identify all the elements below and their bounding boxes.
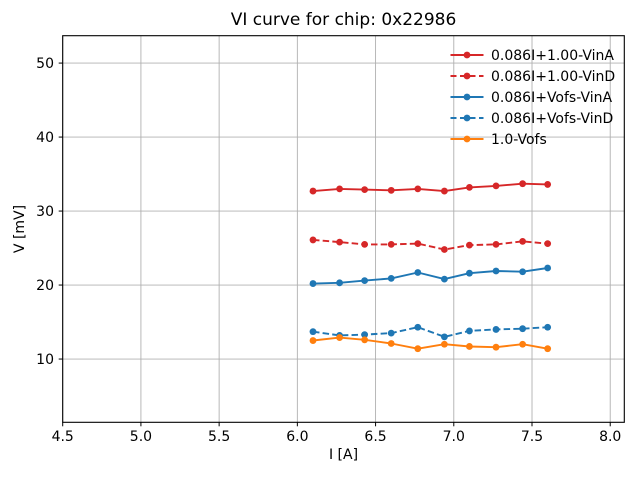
legend-entry: 0.086I+1.00-VinD [450, 69, 615, 85]
x-tick-label: 4.5 [52, 429, 74, 445]
data-point-marker [441, 333, 448, 341]
data-point-marker [519, 325, 527, 333]
y-tick-label: 20 [36, 278, 54, 294]
legend-sample-marker [463, 72, 471, 80]
data-point-marker [466, 269, 473, 277]
data-point-marker [387, 240, 395, 248]
y-tick-label: 30 [36, 204, 54, 220]
plot-border [62, 35, 625, 423]
data-point-marker [519, 268, 527, 276]
x-tick-label: 5.0 [130, 429, 152, 445]
series-line-0.086I+1.00-VinA [312, 182, 548, 193]
x-tick-label: 7.5 [521, 429, 543, 445]
data-point-marker [466, 327, 473, 335]
data-point-marker [309, 328, 317, 336]
x-axis-label: I [A] [329, 447, 358, 463]
data-point-marker [492, 326, 500, 333]
data-point-marker [544, 345, 552, 353]
legend-sample-marker [463, 114, 471, 122]
data-point-marker [466, 241, 473, 249]
data-point-marker [336, 238, 343, 246]
data-point-marker [414, 323, 422, 331]
x-tick-label: 5.5 [208, 429, 230, 445]
data-point-marker [544, 181, 552, 188]
data-point-marker [309, 236, 317, 244]
legend-entry: 1.0-Vofs [450, 132, 547, 148]
grid-lines [62, 35, 625, 423]
data-point-marker [519, 237, 527, 245]
legend-label: 0.086I+Vofs-VinD [491, 111, 613, 127]
legend-label: 0.086I+1.00-VinA [491, 48, 614, 64]
data-point-marker [336, 185, 343, 193]
data-point-marker [414, 345, 422, 353]
data-point-marker [492, 240, 500, 248]
data-point-marker [492, 182, 500, 190]
data-point-marker [441, 275, 448, 283]
data-point-marker [309, 337, 317, 344]
y-tick-label: 40 [36, 130, 54, 146]
data-point-marker [544, 240, 552, 248]
series-line-0.086I+Vofs-VinD [312, 326, 548, 338]
legend-entry: 0.086I+1.00-VinA [450, 48, 614, 64]
data-point-marker [361, 277, 369, 285]
x-tick-label: 8.0 [599, 429, 621, 445]
axes-spines-ticks: 4.5 5.0 5.5 6.0 6.5 7.0 7.5 8.0 10 20 30 40 50 [36, 35, 625, 445]
data-point-marker [519, 340, 527, 348]
data-point-marker [441, 187, 448, 195]
data-point-marker [336, 279, 343, 287]
series-line-0.086I+Vofs-VinA [312, 267, 548, 285]
y-tick-label: 10 [36, 352, 54, 368]
data-point-marker [519, 180, 527, 188]
data-point-marker [466, 183, 473, 191]
data-point-marker [414, 269, 422, 276]
legend-entry: 0.086I+Vofs-VinD [450, 111, 613, 127]
x-tick-label: 7.0 [443, 429, 465, 445]
chart-title: VI curve for chip: 0x22986 [231, 10, 457, 30]
data-point-marker [414, 240, 422, 248]
y-tick-label: 50 [36, 56, 54, 72]
legend: 0.086I+1.00-VinA 0.086I+1.00-VinD 0.086I+V… [450, 48, 615, 148]
data-point-marker [336, 334, 343, 341]
data-point-marker [361, 240, 369, 248]
x-tick-label: 6.0 [286, 429, 308, 445]
legend-label: 0.086I+1.00-VinD [491, 69, 615, 85]
data-point-marker [492, 267, 500, 275]
legend-sample-marker [463, 51, 471, 59]
series-line-1.0-Vofs [312, 336, 548, 350]
data-point-marker [441, 340, 448, 348]
legend-label: 1.0-Vofs [491, 132, 547, 148]
data-point-marker [387, 186, 395, 194]
data-point-marker [387, 329, 395, 337]
data-point-marker [361, 186, 369, 194]
legend-entry: 0.086I+Vofs-VinA [450, 90, 612, 106]
data-point-marker [466, 343, 473, 350]
legend-sample-marker [463, 135, 471, 143]
legend-sample-marker [463, 93, 471, 101]
data-point-marker [309, 280, 317, 287]
data-point-marker [544, 323, 552, 331]
x-tick-label: 6.5 [364, 429, 386, 445]
y-axis-label: V [mV] [12, 205, 28, 253]
legend-label: 0.086I+Vofs-VinA [491, 90, 612, 106]
data-point-marker [387, 274, 395, 282]
plot-series [309, 180, 552, 353]
data-point-marker [492, 343, 500, 351]
data-point-marker [387, 340, 395, 347]
data-point-marker [544, 264, 552, 272]
data-point-marker [309, 187, 317, 195]
series-line-0.086I+1.00-VinD [312, 238, 548, 251]
data-point-marker [441, 246, 448, 253]
data-point-marker [361, 336, 369, 344]
data-point-marker [361, 331, 369, 339]
data-point-marker [414, 185, 422, 193]
